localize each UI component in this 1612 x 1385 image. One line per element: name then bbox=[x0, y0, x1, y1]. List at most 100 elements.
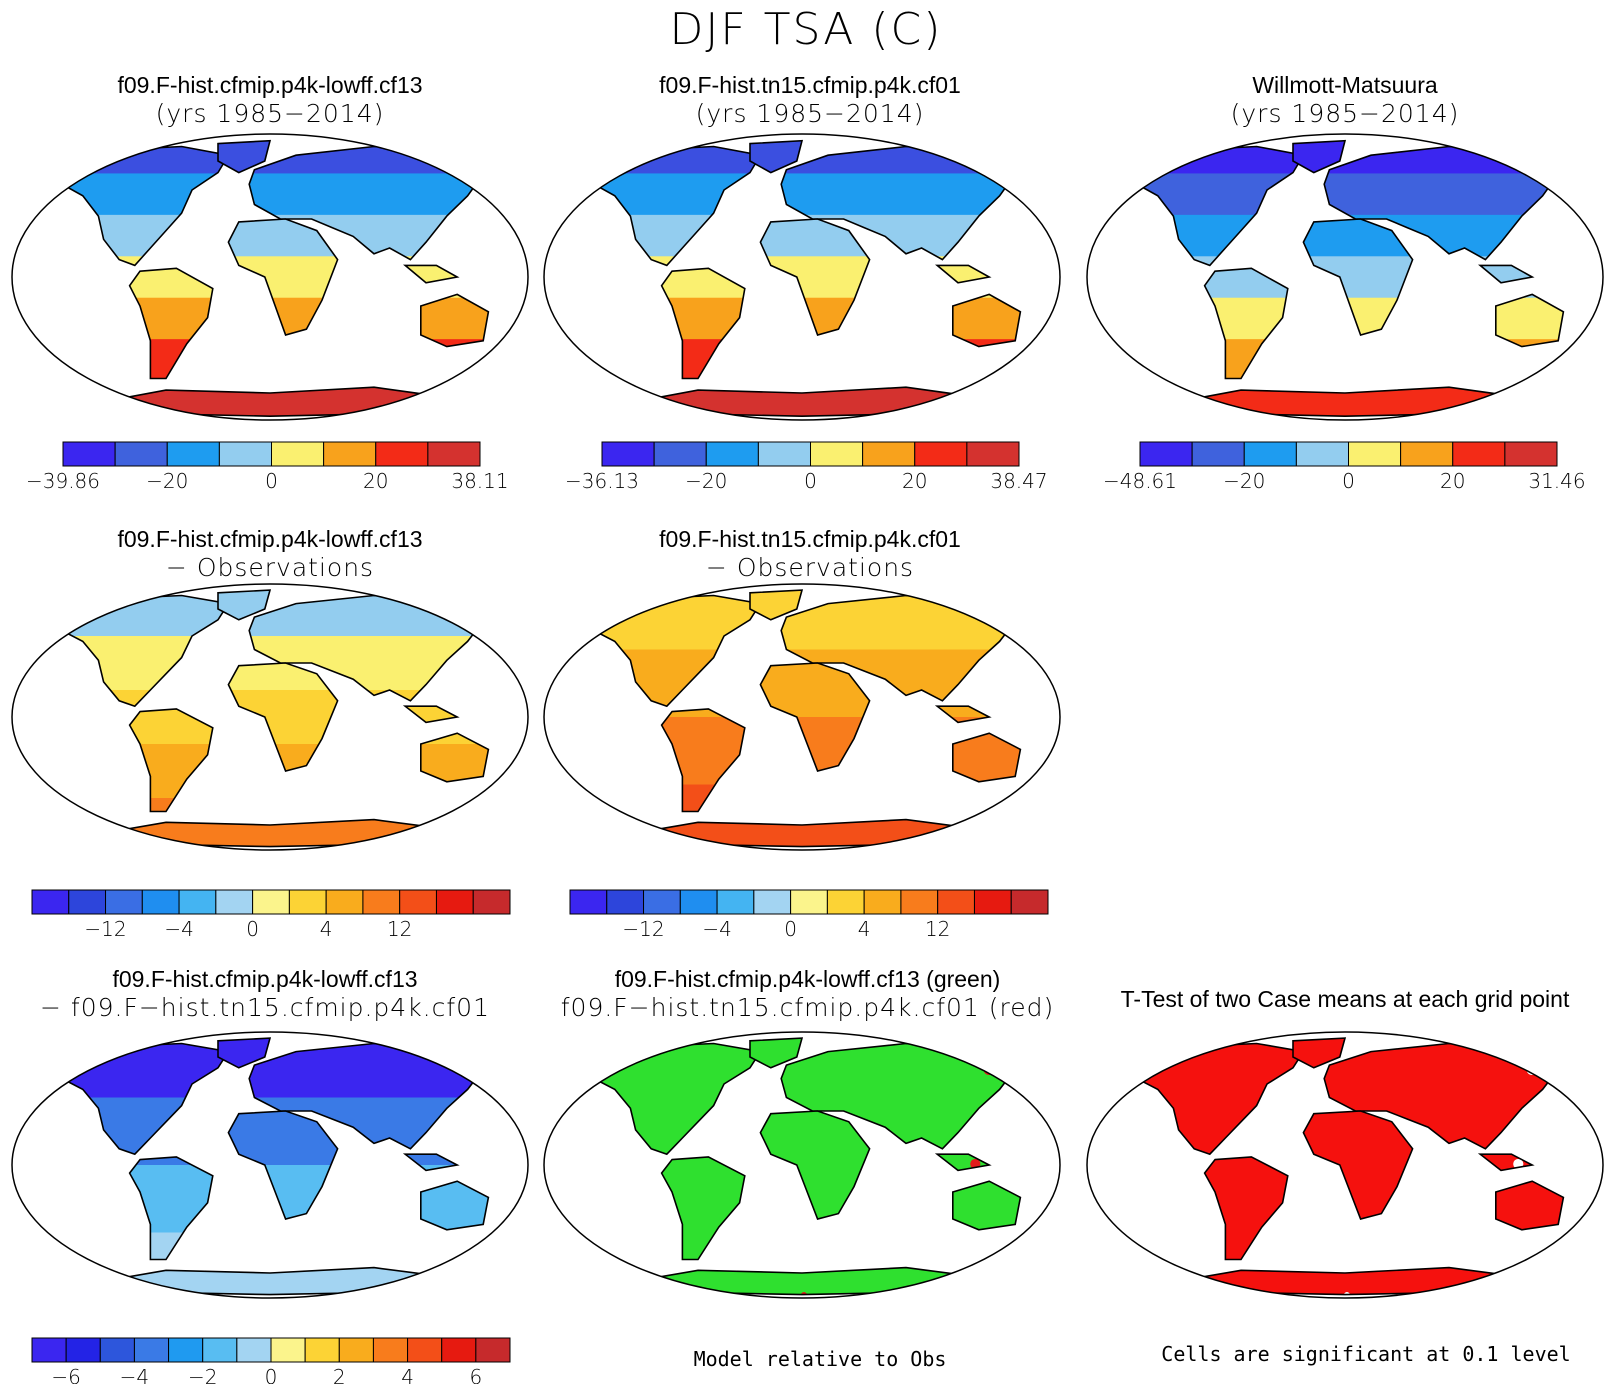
colorbar-swatch bbox=[757, 441, 811, 467]
colorbar-swatch bbox=[218, 441, 272, 467]
panel-3-title-line2: (yrs 1985−2014) bbox=[1230, 99, 1460, 128]
panel-3-title: Willmott-Matsuura (yrs 1985−2014) bbox=[1080, 74, 1610, 128]
panel-7-title-line1: f09.F-hist.cfmip.p4k-lowff.cf13 (green) bbox=[614, 966, 1001, 992]
colorbar-swatch bbox=[653, 441, 707, 467]
colorbar-swatch bbox=[99, 1337, 135, 1363]
map-panel-4 bbox=[11, 583, 529, 851]
colorbar-swatch bbox=[105, 889, 143, 915]
colorbar-label: 12 bbox=[387, 917, 412, 941]
colorbar-swatch bbox=[914, 441, 968, 467]
colorbar-swatch bbox=[215, 889, 254, 915]
ttest-note: Cells are significant at 0.1 level bbox=[1161, 1342, 1571, 1366]
colorbar-swatch bbox=[288, 889, 327, 915]
map-panel-7 bbox=[543, 1031, 1061, 1299]
colorbar-label: 2 bbox=[333, 1365, 346, 1384]
map-border bbox=[11, 1031, 529, 1299]
colorbar-swatch bbox=[252, 889, 290, 915]
colorbar-swatch bbox=[1243, 441, 1297, 467]
colorbar-label: −12 bbox=[84, 917, 126, 941]
colorbar-label: −36.13 bbox=[565, 469, 639, 493]
colorbar-swatch bbox=[790, 889, 828, 915]
relative-note: Model relative to Obs bbox=[693, 1347, 947, 1371]
map-panel-3 bbox=[1086, 133, 1604, 421]
colorbar-label: 0 bbox=[265, 1365, 278, 1384]
colorbar-swatch bbox=[325, 889, 364, 915]
colorbar-label: 12 bbox=[925, 917, 950, 941]
colorbar-swatch bbox=[372, 1337, 409, 1363]
colorbar-swatch bbox=[68, 889, 107, 915]
panel-4-title-line2: − Observations bbox=[165, 553, 375, 582]
map-panel-8 bbox=[1086, 1031, 1604, 1299]
colorbar-label: 4 bbox=[858, 917, 871, 941]
colorbar-swatch bbox=[168, 1337, 204, 1363]
panel-5-title: f09.F-hist.tn15.cfmip.p4k.cf01 − Observa… bbox=[540, 528, 1080, 581]
colorbar-swatch bbox=[472, 889, 511, 915]
colorbar-label: 6 bbox=[469, 1365, 482, 1384]
colorbar-swatch bbox=[569, 889, 608, 915]
colorbar-swatch bbox=[1010, 889, 1049, 915]
colorbar-label: 20 bbox=[363, 469, 388, 493]
colorbar-label: 0 bbox=[804, 469, 817, 493]
colorbar-swatch bbox=[705, 441, 759, 467]
colorbar-label: −39.86 bbox=[26, 469, 100, 493]
colorbar-swatch bbox=[863, 889, 902, 915]
panel-4-title-line1: f09.F-hist.cfmip.p4k-lowff.cf13 bbox=[117, 526, 423, 552]
colorbar-swatch bbox=[304, 1337, 340, 1363]
map-border bbox=[543, 133, 1061, 421]
colorbar-swatch bbox=[601, 441, 655, 467]
colorbar-label: −2 bbox=[188, 1365, 217, 1384]
colorbar-swatch bbox=[31, 889, 70, 915]
colorbar-label: 0 bbox=[784, 917, 797, 941]
colorbar-swatch bbox=[1139, 441, 1193, 467]
colorbar-swatch bbox=[826, 889, 865, 915]
panel-1-title-line2: (yrs 1985−2014) bbox=[155, 99, 385, 128]
map-border bbox=[11, 583, 529, 851]
figure-title: DJF TSA (C) bbox=[669, 4, 943, 55]
colorbar-swatch bbox=[937, 889, 975, 915]
map-border bbox=[1086, 133, 1604, 421]
panel-1-title-line1: f09.F-hist.cfmip.p4k-lowff.cf13 bbox=[117, 72, 423, 98]
map-panel-1 bbox=[11, 133, 529, 421]
panel-7-title-line2: f09.F−hist.tn15.cfmip.p4k.cf01 (red) bbox=[560, 993, 1055, 1022]
panel-2-title: f09.F-hist.tn15.cfmip.p4k.cf01 (yrs 1985… bbox=[540, 72, 1080, 128]
colorbar-swatch bbox=[973, 889, 1012, 915]
colorbar-6: −6 −4 −2 0 2 4 6 bbox=[31, 1337, 511, 1384]
colorbar-swatch bbox=[202, 1337, 238, 1363]
colorbar-swatch bbox=[271, 441, 325, 467]
colorbar-swatch bbox=[606, 889, 645, 915]
colorbar-swatch bbox=[441, 1337, 477, 1363]
colorbar-swatch bbox=[323, 441, 377, 467]
colorbar-label: 20 bbox=[902, 469, 927, 493]
colorbar-label: 38.11 bbox=[451, 469, 508, 493]
colorbar-5: −12 −4 0 4 12 bbox=[569, 889, 1049, 941]
map-border bbox=[1086, 1031, 1604, 1299]
colorbar-swatch bbox=[141, 889, 180, 915]
panel-6-title: f09.F-hist.cfmip.p4k-lowff.cf13 − f09.F−… bbox=[0, 968, 530, 1022]
panel-2-title-line2: (yrs 1985−2014) bbox=[695, 99, 925, 128]
colorbar-swatch bbox=[270, 1337, 306, 1363]
colorbar-swatch bbox=[338, 1337, 374, 1363]
colorbar-swatch bbox=[375, 441, 429, 467]
panel-1-title: f09.F-hist.cfmip.p4k-lowff.cf13 (yrs 198… bbox=[10, 72, 530, 128]
colorbar-label: −20 bbox=[146, 469, 188, 493]
map-border bbox=[11, 133, 529, 421]
colorbar-swatch bbox=[399, 889, 437, 915]
colorbar-swatch bbox=[475, 1337, 511, 1363]
colorbar-swatch bbox=[643, 889, 681, 915]
colorbar-label: 20 bbox=[1440, 469, 1465, 493]
colorbar-swatch bbox=[1191, 441, 1245, 467]
colorbar-label: 0 bbox=[265, 469, 278, 493]
colorbar-swatch bbox=[166, 441, 220, 467]
colorbar-swatch bbox=[114, 441, 168, 467]
panel-6-title-line2: − f09.F−hist.tn15.cfmip.p4k.cf01 bbox=[40, 993, 490, 1022]
map-panel-5 bbox=[543, 583, 1061, 851]
colorbar-swatch bbox=[133, 1337, 170, 1363]
colorbar-label: −6 bbox=[51, 1365, 80, 1384]
colorbar-swatch bbox=[753, 889, 792, 915]
colorbar-swatch bbox=[1400, 441, 1454, 467]
colorbar-swatch bbox=[810, 441, 864, 467]
colorbar-swatch bbox=[716, 889, 755, 915]
panel-4-title: f09.F-hist.cfmip.p4k-lowff.cf13 − Observ… bbox=[10, 526, 530, 582]
colorbar-4: −12 −4 0 4 12 bbox=[31, 889, 511, 941]
panel-2-title-line1: f09.F-hist.tn15.cfmip.p4k.cf01 bbox=[659, 72, 961, 98]
